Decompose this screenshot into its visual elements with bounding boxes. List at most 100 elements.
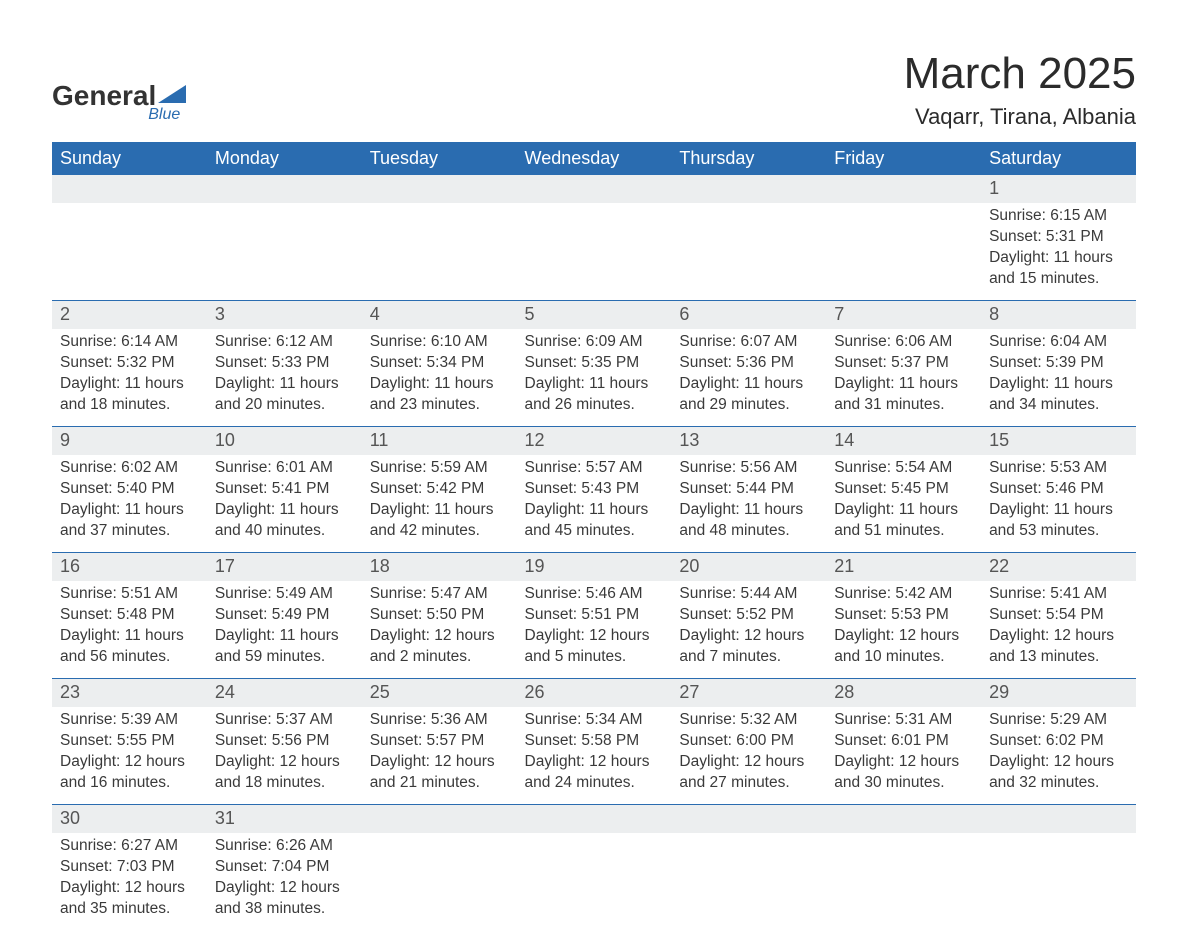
empty-cell xyxy=(671,833,826,930)
daylight-value: Daylight: 12 hours and 35 minutes. xyxy=(60,878,199,920)
sunset-value: Sunset: 5:41 PM xyxy=(215,479,354,500)
sunset-value: Sunset: 5:56 PM xyxy=(215,731,354,752)
sunset-value: Sunset: 5:46 PM xyxy=(989,479,1128,500)
sunset-value: Sunset: 5:54 PM xyxy=(989,605,1128,626)
sunrise-value: Sunrise: 6:01 AM xyxy=(215,458,354,479)
day-detail-12: Sunrise: 5:57 AMSunset: 5:43 PMDaylight:… xyxy=(517,455,672,553)
day-detail-15: Sunrise: 5:53 AMSunset: 5:46 PMDaylight:… xyxy=(981,455,1136,553)
empty-cell xyxy=(826,833,981,930)
empty-cell xyxy=(362,203,517,301)
day-detail-25: Sunrise: 5:36 AMSunset: 5:57 PMDaylight:… xyxy=(362,707,517,805)
day-detail-31: Sunrise: 6:26 AMSunset: 7:04 PMDaylight:… xyxy=(207,833,362,930)
empty-cell xyxy=(981,833,1136,930)
day-detail-6: Sunrise: 6:07 AMSunset: 5:36 PMDaylight:… xyxy=(671,329,826,427)
dow-sunday: Sunday xyxy=(52,142,207,175)
sunset-value: Sunset: 5:51 PM xyxy=(525,605,664,626)
sunrise-value: Sunrise: 5:59 AM xyxy=(370,458,509,479)
sunrise-value: Sunrise: 5:34 AM xyxy=(525,710,664,731)
daynum-20: 20 xyxy=(671,553,826,582)
daynum-5: 5 xyxy=(517,301,672,330)
daylight-value: Daylight: 11 hours and 18 minutes. xyxy=(60,374,199,416)
daynum-25: 25 xyxy=(362,679,517,708)
sunset-value: Sunset: 5:31 PM xyxy=(989,227,1128,248)
sunrise-value: Sunrise: 5:39 AM xyxy=(60,710,199,731)
sunrise-value: Sunrise: 6:04 AM xyxy=(989,332,1128,353)
daylight-value: Daylight: 11 hours and 40 minutes. xyxy=(215,500,354,542)
day-detail-11: Sunrise: 5:59 AMSunset: 5:42 PMDaylight:… xyxy=(362,455,517,553)
daynum-31: 31 xyxy=(207,805,362,834)
daynum-4: 4 xyxy=(362,301,517,330)
sunset-value: Sunset: 5:48 PM xyxy=(60,605,199,626)
sunset-value: Sunset: 5:39 PM xyxy=(989,353,1128,374)
sunset-value: Sunset: 5:44 PM xyxy=(679,479,818,500)
empty-cell xyxy=(52,203,207,301)
week-2-detail-row: Sunrise: 6:02 AMSunset: 5:40 PMDaylight:… xyxy=(52,455,1136,553)
daynum-12: 12 xyxy=(517,427,672,456)
week-0-detail-row: Sunrise: 6:15 AMSunset: 5:31 PMDaylight:… xyxy=(52,203,1136,301)
dow-tuesday: Tuesday xyxy=(362,142,517,175)
day-detail-4: Sunrise: 6:10 AMSunset: 5:34 PMDaylight:… xyxy=(362,329,517,427)
daylight-value: Daylight: 11 hours and 42 minutes. xyxy=(370,500,509,542)
day-detail-2: Sunrise: 6:14 AMSunset: 5:32 PMDaylight:… xyxy=(52,329,207,427)
calendar-table: SundayMondayTuesdayWednesdayThursdayFrid… xyxy=(52,142,1136,930)
sunrise-value: Sunrise: 5:56 AM xyxy=(679,458,818,479)
sunset-value: Sunset: 7:04 PM xyxy=(215,857,354,878)
sunrise-value: Sunrise: 5:57 AM xyxy=(525,458,664,479)
week-4-daynum-row: 23242526272829 xyxy=(52,679,1136,708)
sunrise-value: Sunrise: 5:29 AM xyxy=(989,710,1128,731)
empty-cell xyxy=(671,805,826,834)
day-detail-30: Sunrise: 6:27 AMSunset: 7:03 PMDaylight:… xyxy=(52,833,207,930)
sunrise-value: Sunrise: 5:49 AM xyxy=(215,584,354,605)
daynum-11: 11 xyxy=(362,427,517,456)
empty-cell xyxy=(517,175,672,203)
dow-friday: Friday xyxy=(826,142,981,175)
daynum-6: 6 xyxy=(671,301,826,330)
day-detail-22: Sunrise: 5:41 AMSunset: 5:54 PMDaylight:… xyxy=(981,581,1136,679)
sunrise-value: Sunrise: 6:07 AM xyxy=(679,332,818,353)
daynum-26: 26 xyxy=(517,679,672,708)
empty-cell xyxy=(826,175,981,203)
daylight-value: Daylight: 12 hours and 27 minutes. xyxy=(679,752,818,794)
title-block: March 2025 Vaqarr, Tirana, Albania xyxy=(904,50,1136,130)
sunrise-value: Sunrise: 6:15 AM xyxy=(989,206,1128,227)
sunrise-value: Sunrise: 5:36 AM xyxy=(370,710,509,731)
daylight-value: Daylight: 11 hours and 23 minutes. xyxy=(370,374,509,416)
day-detail-3: Sunrise: 6:12 AMSunset: 5:33 PMDaylight:… xyxy=(207,329,362,427)
daylight-value: Daylight: 12 hours and 5 minutes. xyxy=(525,626,664,668)
daynum-28: 28 xyxy=(826,679,981,708)
sunset-value: Sunset: 5:52 PM xyxy=(679,605,818,626)
daynum-7: 7 xyxy=(826,301,981,330)
week-3-daynum-row: 16171819202122 xyxy=(52,553,1136,582)
daylight-value: Daylight: 12 hours and 21 minutes. xyxy=(370,752,509,794)
daynum-2: 2 xyxy=(52,301,207,330)
day-detail-18: Sunrise: 5:47 AMSunset: 5:50 PMDaylight:… xyxy=(362,581,517,679)
daynum-10: 10 xyxy=(207,427,362,456)
sunset-value: Sunset: 5:55 PM xyxy=(60,731,199,752)
empty-cell xyxy=(517,805,672,834)
logo-text-general: General xyxy=(52,80,156,112)
sunset-value: Sunset: 5:49 PM xyxy=(215,605,354,626)
day-detail-17: Sunrise: 5:49 AMSunset: 5:49 PMDaylight:… xyxy=(207,581,362,679)
daylight-value: Daylight: 11 hours and 15 minutes. xyxy=(989,248,1128,290)
daynum-30: 30 xyxy=(52,805,207,834)
sunrise-value: Sunrise: 5:31 AM xyxy=(834,710,973,731)
daynum-24: 24 xyxy=(207,679,362,708)
day-detail-10: Sunrise: 6:01 AMSunset: 5:41 PMDaylight:… xyxy=(207,455,362,553)
sunrise-value: Sunrise: 5:41 AM xyxy=(989,584,1128,605)
sunset-value: Sunset: 5:58 PM xyxy=(525,731,664,752)
sunrise-value: Sunrise: 6:09 AM xyxy=(525,332,664,353)
day-detail-1: Sunrise: 6:15 AMSunset: 5:31 PMDaylight:… xyxy=(981,203,1136,301)
logo: General Blue xyxy=(52,80,186,124)
day-detail-28: Sunrise: 5:31 AMSunset: 6:01 PMDaylight:… xyxy=(826,707,981,805)
sunset-value: Sunset: 5:53 PM xyxy=(834,605,973,626)
day-detail-23: Sunrise: 5:39 AMSunset: 5:55 PMDaylight:… xyxy=(52,707,207,805)
sunset-value: Sunset: 5:45 PM xyxy=(834,479,973,500)
daynum-18: 18 xyxy=(362,553,517,582)
daynum-14: 14 xyxy=(826,427,981,456)
daylight-value: Daylight: 12 hours and 32 minutes. xyxy=(989,752,1128,794)
sunset-value: Sunset: 6:02 PM xyxy=(989,731,1128,752)
sunset-value: Sunset: 5:37 PM xyxy=(834,353,973,374)
daylight-value: Daylight: 11 hours and 53 minutes. xyxy=(989,500,1128,542)
sunset-value: Sunset: 5:43 PM xyxy=(525,479,664,500)
empty-cell xyxy=(52,175,207,203)
